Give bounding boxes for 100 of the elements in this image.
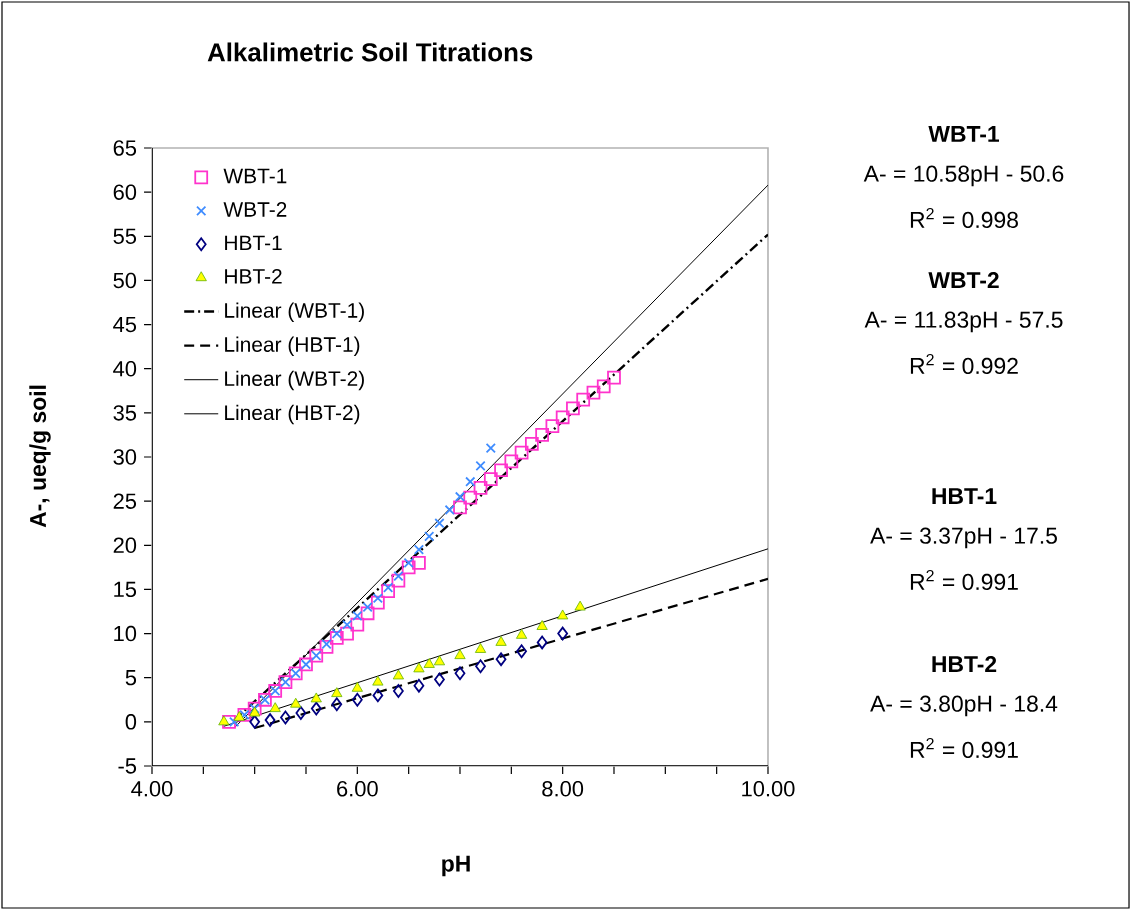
point <box>536 620 548 630</box>
point <box>222 714 236 729</box>
point <box>393 684 404 698</box>
point <box>424 531 435 542</box>
point <box>574 600 586 611</box>
y-tick-label: 30 <box>113 449 137 465</box>
point <box>331 697 343 712</box>
point <box>494 463 508 478</box>
point <box>474 643 487 653</box>
y-tick-label: 15 <box>114 581 137 598</box>
point <box>383 582 394 593</box>
point <box>319 639 334 654</box>
point <box>495 636 507 646</box>
point <box>290 697 302 708</box>
point <box>454 666 466 681</box>
point <box>352 610 363 622</box>
point <box>557 609 569 620</box>
y-tick-label: 10 <box>114 625 137 642</box>
y-tick-label: 40 <box>113 360 137 377</box>
legend-label: Linear (HBT-1) <box>225 336 360 357</box>
point <box>433 655 446 666</box>
point <box>535 428 549 442</box>
text: HBT-2 <box>932 656 997 672</box>
point <box>392 669 404 680</box>
point <box>329 631 344 645</box>
point <box>454 491 466 502</box>
point <box>360 606 375 621</box>
point <box>483 472 498 486</box>
point <box>504 454 519 469</box>
point <box>516 628 528 639</box>
x-tick-label: 10.00 <box>742 781 795 797</box>
point <box>310 692 322 703</box>
y-tick-label: 35 <box>113 405 137 421</box>
x-tick-label: 4.00 <box>131 781 173 797</box>
point <box>516 644 527 659</box>
point <box>555 410 570 425</box>
point <box>351 681 363 692</box>
y-tick-label: 65 <box>113 140 137 156</box>
point <box>586 385 601 400</box>
legend-label: HBT-1 <box>225 235 282 250</box>
point <box>434 672 445 687</box>
point <box>475 460 486 471</box>
point <box>566 401 580 416</box>
point <box>463 490 478 505</box>
legend-label: WBT-2 <box>223 202 287 217</box>
point <box>545 419 560 433</box>
point <box>362 601 373 613</box>
legend-label: Linear (WBT-2) <box>225 370 364 391</box>
y-tick-label: 5 <box>125 670 137 686</box>
point <box>413 662 425 673</box>
point <box>524 436 539 451</box>
point <box>391 573 406 588</box>
point <box>295 706 307 720</box>
y-axis-title: A-, ueq/g soil <box>29 385 51 528</box>
y-tick-label: 50 <box>113 272 137 289</box>
text: A- = 10.58pH - 50.6 <box>863 165 1064 187</box>
point <box>310 701 322 716</box>
legend-label: Linear (HBT-2) <box>225 404 360 425</box>
text: A- = 3.37pH - 17.5 <box>870 527 1057 549</box>
text: A- = 3.80pH - 18.4 <box>870 695 1058 717</box>
point <box>576 392 591 407</box>
point <box>341 619 353 630</box>
point <box>370 595 385 610</box>
point <box>372 593 383 604</box>
x-tick-label: 8.00 <box>542 781 584 797</box>
text: WBT-1 <box>928 126 1000 142</box>
point <box>372 675 384 686</box>
y-tick-label: 45 <box>113 316 137 333</box>
point <box>423 658 435 668</box>
y-tick-label: 55 <box>113 228 137 244</box>
legend-label: HBT-2 <box>225 268 282 284</box>
y-tick-label: 20 <box>113 537 137 554</box>
point <box>536 635 548 650</box>
point <box>340 626 354 641</box>
text: R$^{2}$ = 0.998 <box>910 207 1018 229</box>
point <box>218 715 230 726</box>
text: R$^{2}$ = 0.991 <box>910 569 1018 591</box>
text: WBT-2 <box>928 271 999 288</box>
point <box>465 476 476 487</box>
text: HBT-1 <box>932 488 997 504</box>
point <box>381 584 396 599</box>
legend-label: WBT-1 <box>223 168 287 184</box>
point <box>475 659 486 674</box>
legend-label: Linear (WBT-1) <box>225 302 364 322</box>
point <box>413 678 425 693</box>
point <box>351 692 363 707</box>
point <box>444 504 455 516</box>
point <box>331 628 342 639</box>
point <box>401 560 416 575</box>
point <box>495 652 507 667</box>
point <box>229 716 240 727</box>
point <box>331 687 343 697</box>
point <box>557 626 569 641</box>
point <box>413 544 425 555</box>
point <box>372 688 384 703</box>
y-tick-label: -5 <box>118 758 137 774</box>
y-tick-label: 60 <box>113 184 137 200</box>
point <box>269 702 281 712</box>
x-tick-label: 6.00 <box>337 781 378 797</box>
chart-title: Alkalimetric Soil Titrations <box>207 42 533 62</box>
